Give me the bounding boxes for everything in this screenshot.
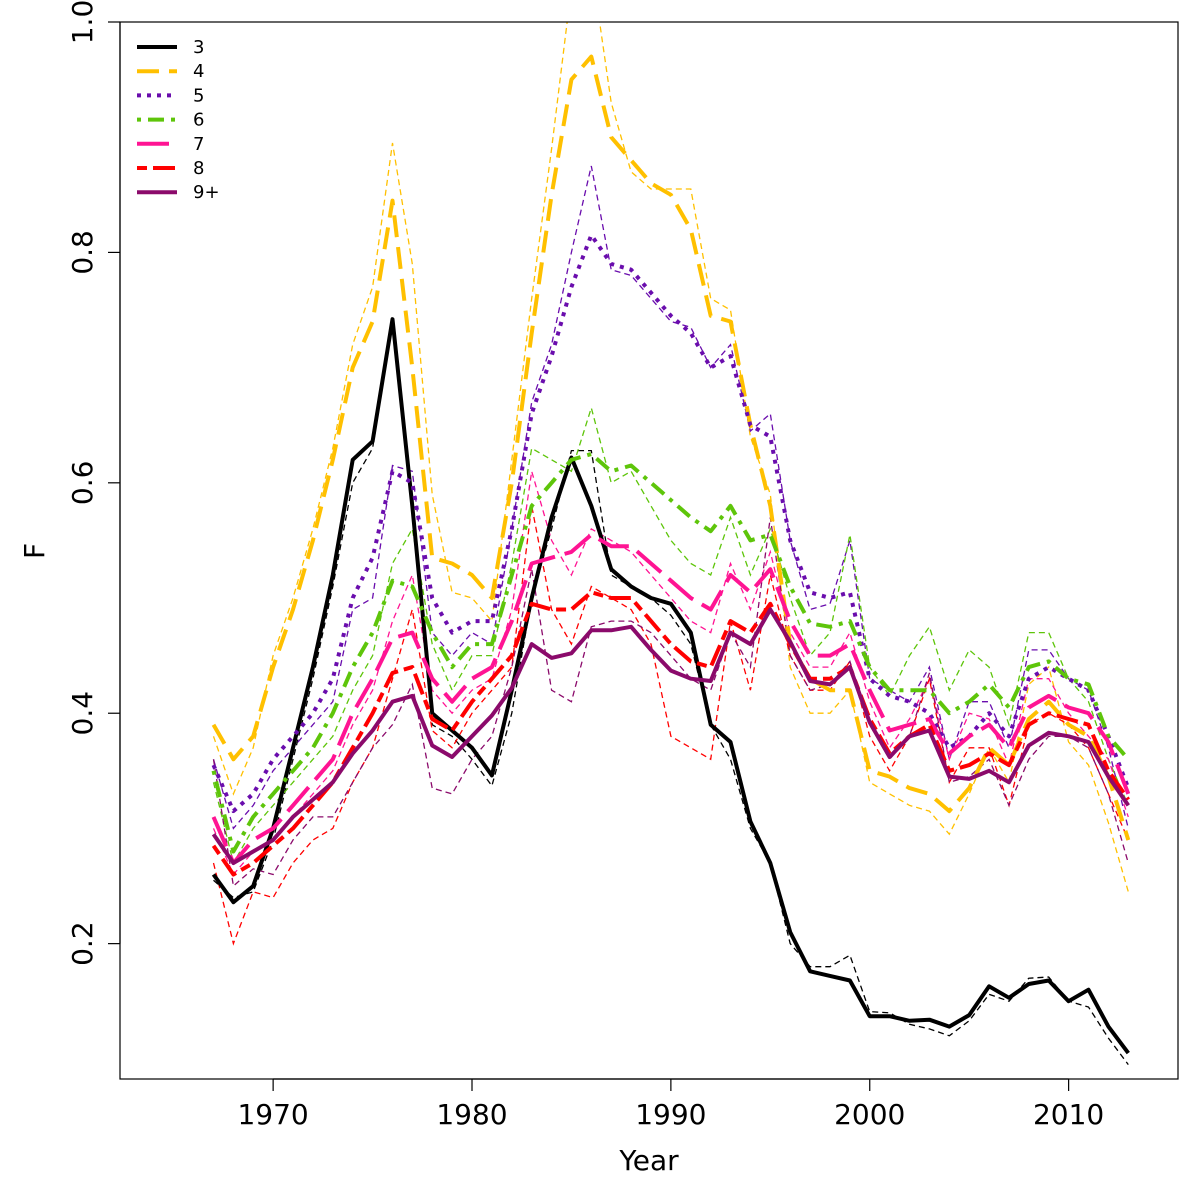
y-tick-label: 0.6 <box>66 461 99 506</box>
legend-label: 3 <box>193 37 204 58</box>
series-6-alt-line <box>212 505 1129 946</box>
series-4-line <box>211 452 1130 854</box>
x-tick-label: 2000 <box>834 1098 905 1131</box>
x-tick-label: 1970 <box>237 1098 308 1131</box>
legend-label: 6 <box>193 110 204 131</box>
series-2-alt-line <box>212 22 1129 892</box>
y-tick-label: 0.8 <box>66 230 99 275</box>
y-tick-label: 1.0 <box>66 0 99 44</box>
legend-label: 7 <box>193 134 204 155</box>
series-1-alt-line <box>213 321 1129 1065</box>
series-5-line <box>211 532 1131 865</box>
x-tick-label: 1990 <box>635 1098 706 1131</box>
series-5-alt-line <box>212 471 1129 876</box>
series-4-alt-line <box>212 405 1129 865</box>
series-3-line <box>211 233 1131 814</box>
legend: 3 4 5 6 7 8 9+ <box>137 37 220 203</box>
x-tick-label: 2010 <box>1033 1098 1104 1131</box>
legend-label: 8 <box>193 158 204 179</box>
legend-label: 9+ <box>193 182 220 203</box>
legend-label: 5 <box>193 85 204 106</box>
y-tick-label: 0.4 <box>66 691 99 736</box>
series-2-line <box>211 54 1131 841</box>
series-6-line <box>211 590 1130 877</box>
series-7-line <box>211 607 1130 865</box>
y-axis: 0.2 0.4 0.6 0.8 1.0 <box>66 0 121 966</box>
series-layer <box>211 22 1131 1065</box>
y-tick-label: 0.2 <box>66 921 99 966</box>
x-axis-title: Year <box>618 1144 679 1177</box>
legend-label: 4 <box>193 61 204 82</box>
series-1-line <box>211 317 1130 1055</box>
y-axis-title: F <box>18 543 51 559</box>
x-tick-label: 1980 <box>436 1098 507 1131</box>
series-3-alt-line <box>212 165 1129 830</box>
x-axis: 1970 1980 1990 2000 2010 <box>237 1078 1104 1131</box>
